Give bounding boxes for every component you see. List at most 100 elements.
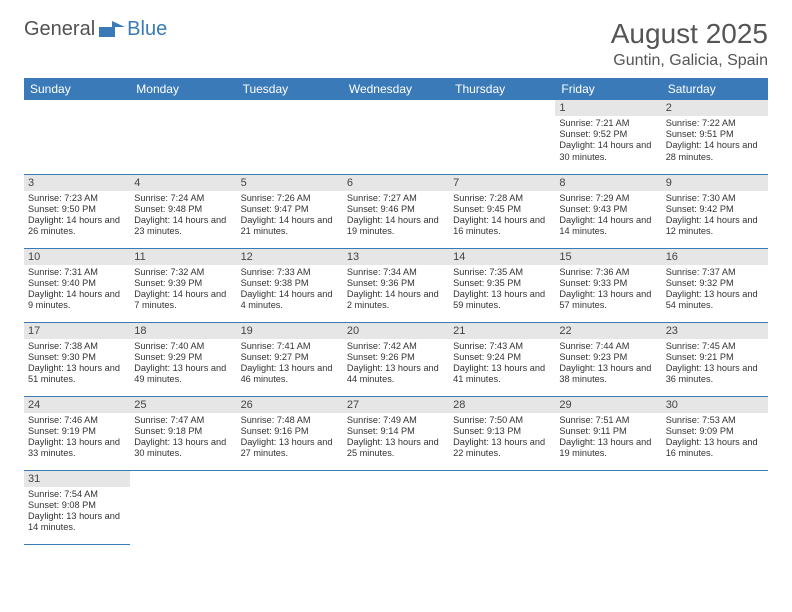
calendar-row: 10Sunrise: 7:31 AMSunset: 9:40 PMDayligh…	[24, 248, 768, 322]
calendar: Sunday Monday Tuesday Wednesday Thursday…	[24, 78, 768, 545]
sunset-text: Sunset: 9:26 PM	[347, 352, 445, 363]
sunset-text: Sunset: 9:33 PM	[559, 278, 657, 289]
logo-word2: Blue	[127, 18, 167, 41]
daylight-text: Daylight: 13 hours and 36 minutes.	[666, 363, 764, 385]
calendar-cell: 2 Sunrise: 7:22 AMSunset: 9:51 PMDaylight…	[662, 100, 768, 174]
calendar-cell: 12Sunrise: 7:33 AMSunset: 9:38 PMDayligh…	[237, 248, 343, 322]
day-details: Sunrise: 7:44 AMSunset: 9:23 PMDaylight:…	[555, 339, 661, 389]
day-number: 8	[555, 175, 661, 191]
daylight-text: Daylight: 14 hours and 14 minutes.	[559, 215, 657, 237]
sunrise-text: Sunrise: 7:48 AM	[241, 415, 339, 426]
sunrise-text: Sunrise: 7:44 AM	[559, 341, 657, 352]
sunset-text: Sunset: 9:11 PM	[559, 426, 657, 437]
location: Guntin, Galicia, Spain	[611, 52, 768, 70]
day-number: 25	[130, 397, 236, 413]
calendar-cell: 30Sunrise: 7:53 AMSunset: 9:09 PMDayligh…	[662, 396, 768, 470]
calendar-cell: 24Sunrise: 7:46 AMSunset: 9:19 PMDayligh…	[24, 396, 130, 470]
day-number: 11	[130, 249, 236, 265]
sunrise-text: Sunrise: 7:30 AM	[666, 193, 764, 204]
weekday-header-row: Sunday Monday Tuesday Wednesday Thursday…	[24, 78, 768, 100]
calendar-cell: 28Sunrise: 7:50 AMSunset: 9:13 PMDayligh…	[449, 396, 555, 470]
sunset-text: Sunset: 9:47 PM	[241, 204, 339, 215]
day-number: 26	[237, 397, 343, 413]
sunrise-text: Sunrise: 7:47 AM	[134, 415, 232, 426]
sunset-text: Sunset: 9:19 PM	[28, 426, 126, 437]
day-details: Sunrise: 7:48 AMSunset: 9:16 PMDaylight:…	[237, 413, 343, 463]
calendar-row: 31Sunrise: 7:54 AMSunset: 9:08 PMDayligh…	[24, 470, 768, 544]
title-block: August 2025 Guntin, Galicia, Spain	[611, 18, 768, 70]
daylight-text: Daylight: 14 hours and 28 minutes.	[666, 140, 764, 162]
day-details: Sunrise: 7:41 AMSunset: 9:27 PMDaylight:…	[237, 339, 343, 389]
sunset-text: Sunset: 9:39 PM	[134, 278, 232, 289]
daylight-text: Daylight: 14 hours and 2 minutes.	[347, 289, 445, 311]
sunrise-text: Sunrise: 7:31 AM	[28, 267, 126, 278]
day-number: 28	[449, 397, 555, 413]
sunset-text: Sunset: 9:52 PM	[559, 129, 657, 140]
sunrise-text: Sunrise: 7:49 AM	[347, 415, 445, 426]
sunrise-text: Sunrise: 7:33 AM	[241, 267, 339, 278]
calendar-cell: 6Sunrise: 7:27 AMSunset: 9:46 PMDaylight…	[343, 174, 449, 248]
day-number: 15	[555, 249, 661, 265]
day-number: 27	[343, 397, 449, 413]
day-number: 14	[449, 249, 555, 265]
day-number: 16	[662, 249, 768, 265]
day-details: Sunrise: 7:31 AMSunset: 9:40 PMDaylight:…	[24, 265, 130, 315]
calendar-cell: 27Sunrise: 7:49 AMSunset: 9:14 PMDayligh…	[343, 396, 449, 470]
day-number: 9	[662, 175, 768, 191]
day-details: Sunrise: 7:47 AMSunset: 9:18 PMDaylight:…	[130, 413, 236, 463]
calendar-cell: 18 Sunrise: 7:40 AMSunset: 9:29 PMDayligh…	[130, 322, 236, 396]
daylight-text: Daylight: 14 hours and 4 minutes.	[241, 289, 339, 311]
day-details: Sunrise: 7:45 AMSunset: 9:21 PMDaylight:…	[662, 339, 768, 389]
sunset-text: Sunset: 9:08 PM	[28, 500, 126, 511]
sunrise-text: Sunrise: 7:36 AM	[559, 267, 657, 278]
calendar-cell: 19Sunrise: 7:41 AMSunset: 9:27 PMDayligh…	[237, 322, 343, 396]
daylight-text: Daylight: 13 hours and 38 minutes.	[559, 363, 657, 385]
sunrise-text: Sunrise: 7:40 AM	[134, 341, 232, 352]
sunrise-text: Sunrise: 7:28 AM	[453, 193, 551, 204]
sunrise-text: Sunrise: 7:45 AM	[666, 341, 764, 352]
day-details: Sunrise: 7:50 AMSunset: 9:13 PMDaylight:…	[449, 413, 555, 463]
daylight-text: Daylight: 14 hours and 16 minutes.	[453, 215, 551, 237]
day-number: 2	[662, 100, 768, 116]
daylight-text: Daylight: 13 hours and 49 minutes.	[134, 363, 232, 385]
day-details: Sunrise: 7:30 AMSunset: 9:42 PMDaylight:…	[662, 191, 768, 241]
daylight-text: Daylight: 13 hours and 51 minutes.	[28, 363, 126, 385]
calendar-row: 1Sunrise: 7:21 AMSunset: 9:52 PMDaylight…	[24, 100, 768, 174]
daylight-text: Daylight: 14 hours and 7 minutes.	[134, 289, 232, 311]
sunset-text: Sunset: 9:29 PM	[134, 352, 232, 363]
sunrise-text: Sunrise: 7:27 AM	[347, 193, 445, 204]
daylight-text: Daylight: 14 hours and 9 minutes.	[28, 289, 126, 311]
calendar-cell: 15Sunrise: 7:36 AMSunset: 9:33 PMDayligh…	[555, 248, 661, 322]
sunset-text: Sunset: 9:30 PM	[28, 352, 126, 363]
daylight-text: Daylight: 13 hours and 41 minutes.	[453, 363, 551, 385]
daylight-text: Daylight: 13 hours and 27 minutes.	[241, 437, 339, 459]
day-details: Sunrise: 7:28 AMSunset: 9:45 PMDaylight:…	[449, 191, 555, 241]
day-details: Sunrise: 7:38 AMSunset: 9:30 PMDaylight:…	[24, 339, 130, 389]
calendar-cell: 10Sunrise: 7:31 AMSunset: 9:40 PMDayligh…	[24, 248, 130, 322]
day-number: 18	[130, 323, 236, 339]
sunset-text: Sunset: 9:27 PM	[241, 352, 339, 363]
day-details: Sunrise: 7:32 AMSunset: 9:39 PMDaylight:…	[130, 265, 236, 315]
calendar-cell: 1Sunrise: 7:21 AMSunset: 9:52 PMDaylight…	[555, 100, 661, 174]
calendar-cell: 22Sunrise: 7:44 AMSunset: 9:23 PMDayligh…	[555, 322, 661, 396]
calendar-cell	[449, 100, 555, 174]
sunset-text: Sunset: 9:51 PM	[666, 129, 764, 140]
day-number: 31	[24, 471, 130, 487]
calendar-cell: 21Sunrise: 7:43 AMSunset: 9:24 PMDayligh…	[449, 322, 555, 396]
calendar-row: 3Sunrise: 7:23 AMSunset: 9:50 PMDaylight…	[24, 174, 768, 248]
daylight-text: Daylight: 14 hours and 12 minutes.	[666, 215, 764, 237]
day-details: Sunrise: 7:24 AMSunset: 9:48 PMDaylight:…	[130, 191, 236, 241]
day-number: 12	[237, 249, 343, 265]
sunrise-text: Sunrise: 7:53 AM	[666, 415, 764, 426]
logo-arrow-icon	[99, 21, 125, 39]
calendar-cell: 8Sunrise: 7:29 AMSunset: 9:43 PMDaylight…	[555, 174, 661, 248]
day-number: 13	[343, 249, 449, 265]
calendar-cell	[449, 470, 555, 544]
day-details: Sunrise: 7:42 AMSunset: 9:26 PMDaylight:…	[343, 339, 449, 389]
sunrise-text: Sunrise: 7:22 AM	[666, 118, 764, 129]
day-number: 19	[237, 323, 343, 339]
sunset-text: Sunset: 9:45 PM	[453, 204, 551, 215]
day-details: Sunrise: 7:29 AMSunset: 9:43 PMDaylight:…	[555, 191, 661, 241]
calendar-cell: 16Sunrise: 7:37 AMSunset: 9:32 PMDayligh…	[662, 248, 768, 322]
sunrise-text: Sunrise: 7:38 AM	[28, 341, 126, 352]
